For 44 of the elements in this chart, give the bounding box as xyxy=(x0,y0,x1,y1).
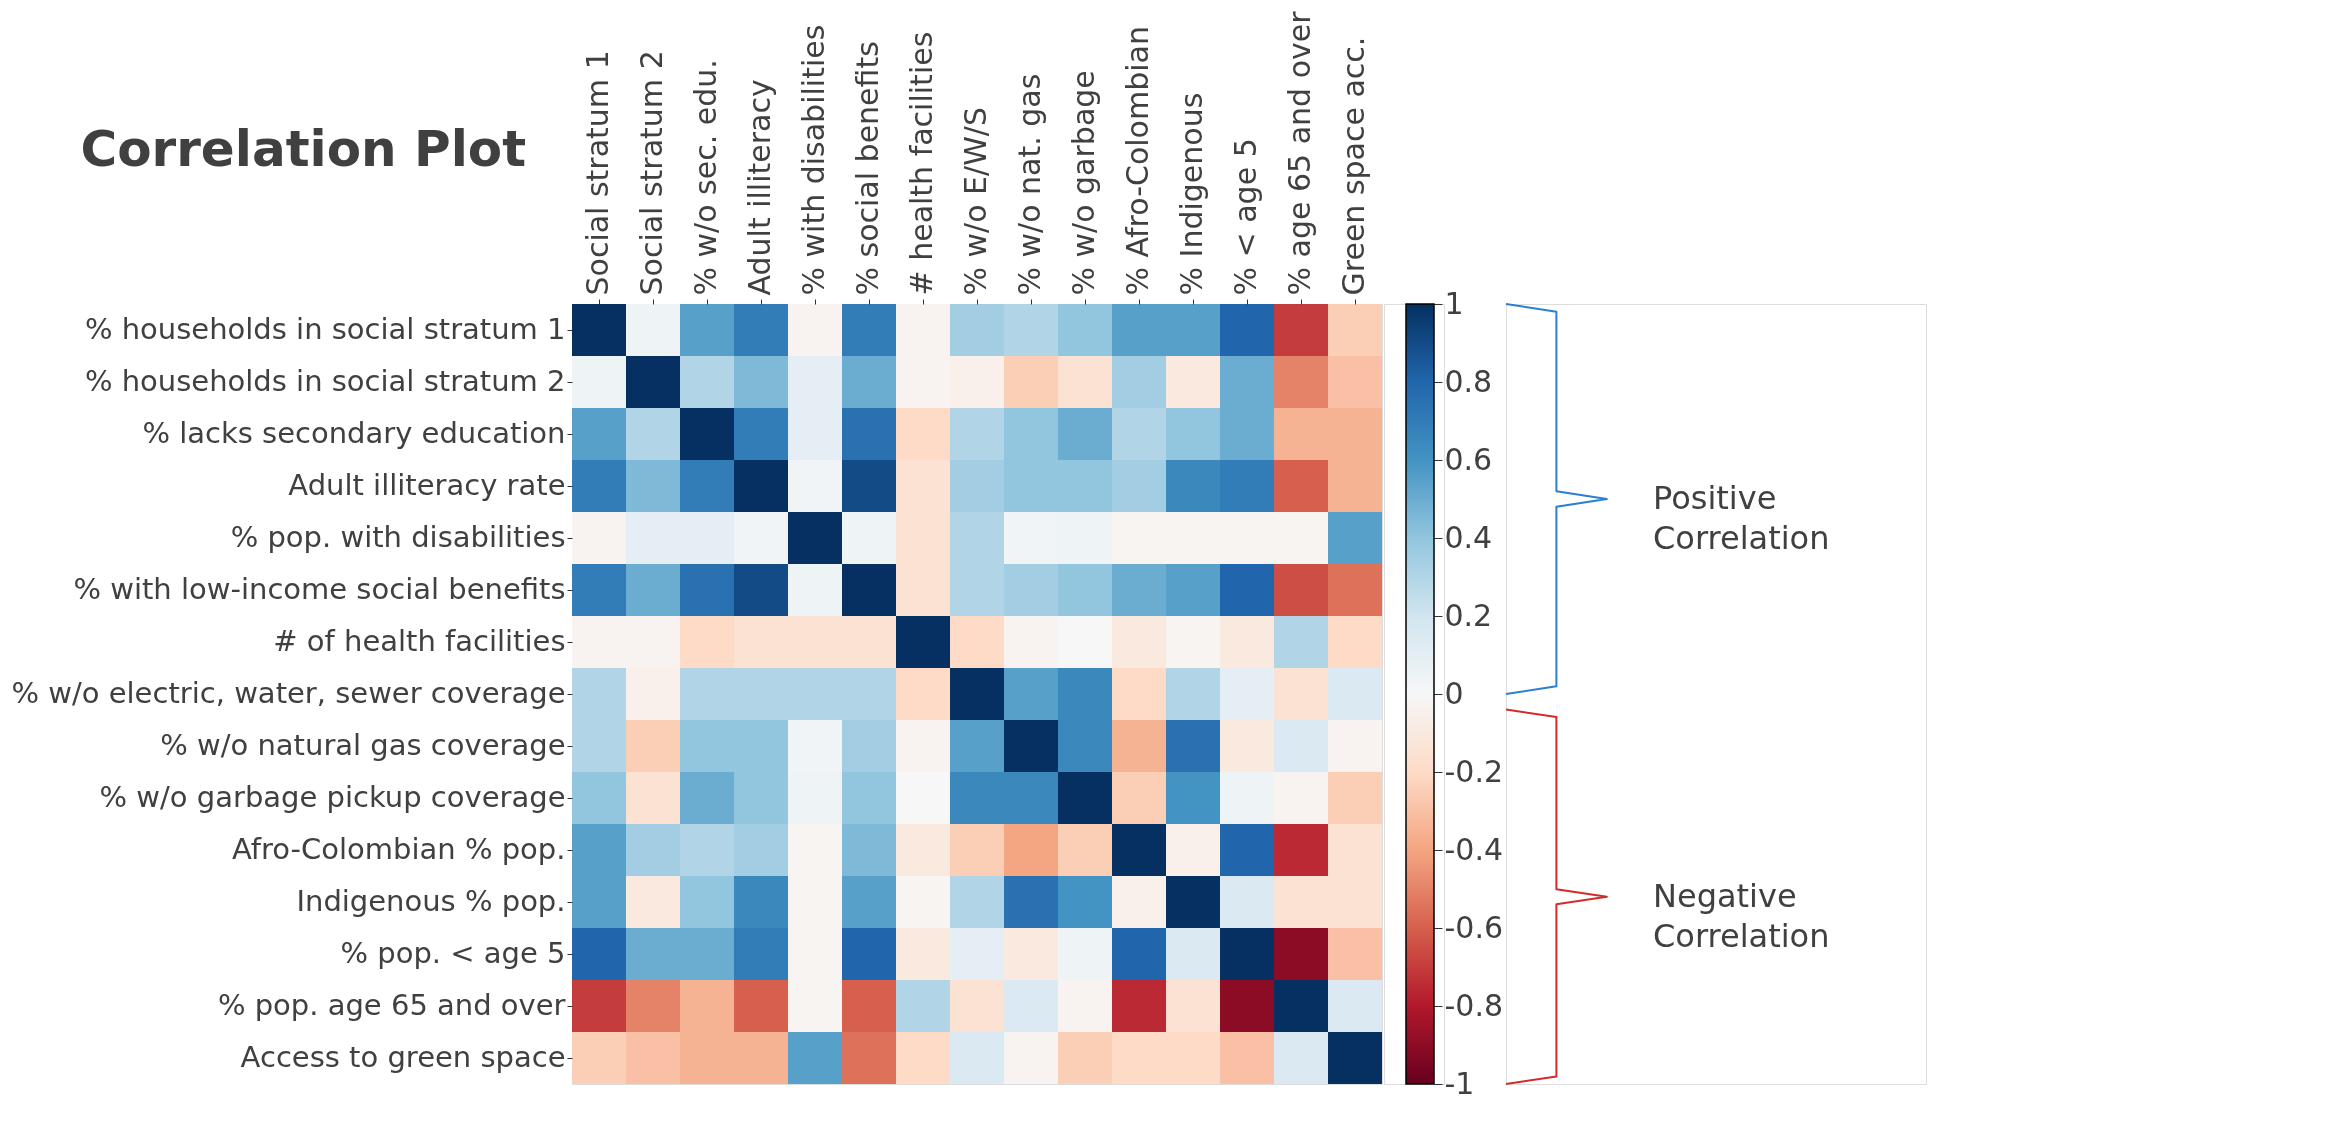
color-bar-label: 0 xyxy=(1444,675,1464,711)
color-bar-label: -1 xyxy=(1444,1065,1475,1101)
y-tick-label: % households in social stratum 2 xyxy=(84,364,566,398)
x-tick-label: Social stratum 1 xyxy=(580,50,615,296)
y-tick-label: Indigenous % pop. xyxy=(296,884,566,918)
color-bar-label: 0.4 xyxy=(1444,519,1493,555)
y-tick-label: Access to green space xyxy=(240,1040,566,1074)
y-tick-label: % w/o natural gas coverage xyxy=(160,728,566,762)
y-tick-label: % w/o electric, water, sewer coverage xyxy=(11,676,566,710)
text: Negative Correlation xyxy=(1653,876,1830,955)
x-tick-label: Social stratum 2 xyxy=(634,50,669,296)
chart-title: Correlation Plot xyxy=(80,120,527,179)
color-bar-label: -0.4 xyxy=(1444,831,1504,867)
text: Positive Correlation xyxy=(1653,479,1830,557)
y-tick-label: % w/o garbage pickup coverage xyxy=(99,780,566,814)
x-tick-label: % < age 5 xyxy=(1228,138,1263,296)
x-tick-label: Green space acc. xyxy=(1336,36,1371,296)
color-bar-label: 1 xyxy=(1444,285,1464,321)
color-bar-label: 0.2 xyxy=(1444,597,1493,633)
y-tick-label: % pop. < age 5 xyxy=(340,936,566,970)
x-tick-label: % w/o nat. gas xyxy=(1012,73,1047,296)
color-bar-label: -0.2 xyxy=(1444,753,1504,789)
color-bar-label: 0.8 xyxy=(1444,363,1493,399)
color-bar-label: -0.8 xyxy=(1444,987,1504,1023)
x-tick-label: Adult illiteracy xyxy=(742,79,777,296)
y-tick-label: Adult illiteracy rate xyxy=(288,468,566,502)
y-tick-label: % pop. age 65 and over xyxy=(217,988,566,1022)
y-tick-label: # of health facilities xyxy=(273,624,566,658)
x-tick-label: % w/o garbage xyxy=(1066,70,1101,296)
x-tick-label: % w/o sec. edu. xyxy=(688,59,723,296)
x-tick-label: % Afro-Colombian xyxy=(1120,26,1155,296)
y-tick-label: % households in social stratum 1 xyxy=(84,312,566,346)
y-tick-label: % pop. with disabilities xyxy=(230,520,566,554)
x-tick-label: % age 65 and over xyxy=(1282,10,1317,296)
x-tick-label: % with disabilities xyxy=(796,24,831,296)
color-bar-label: 0.6 xyxy=(1444,441,1493,477)
y-tick-label: % lacks secondary education xyxy=(142,416,566,450)
y-tick-label: % with low-income social benefits xyxy=(73,572,566,606)
x-tick-label: % Indigenous xyxy=(1174,92,1209,296)
x-tick-label: # health facilities xyxy=(904,31,939,296)
x-tick-label: % social benefits xyxy=(850,41,885,296)
color-bar-label: -0.6 xyxy=(1444,909,1504,945)
x-tick-label: % w/o E/W/S xyxy=(958,107,993,296)
y-tick-label: Afro-Colombian % pop. xyxy=(232,832,566,866)
